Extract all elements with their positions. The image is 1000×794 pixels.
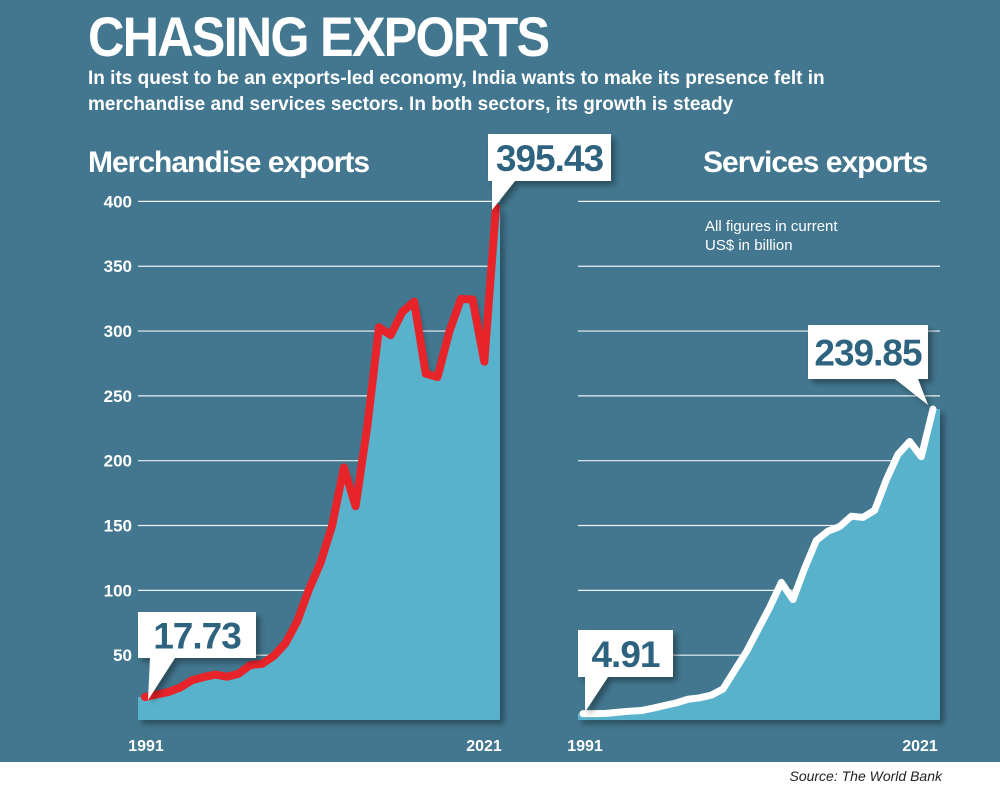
callout-box	[578, 630, 673, 677]
x-tick-label: 1991	[128, 738, 164, 755]
callout-pointer	[585, 677, 608, 712]
y-tick-label: 50	[113, 646, 132, 665]
callout-pointer	[492, 181, 515, 210]
series-line	[579, 405, 937, 718]
x-tick-label: 2021	[466, 738, 502, 755]
value-callout: 4.91	[578, 630, 673, 712]
callout-box	[488, 134, 611, 181]
callout-value: 395.43	[496, 138, 604, 179]
subtitle: In its quest to be an exports-led econom…	[88, 68, 825, 115]
source-credit: Source: The World Bank	[789, 768, 942, 784]
series-line	[141, 203, 500, 702]
value-callout: 239.85	[808, 325, 928, 405]
callout-value: 239.85	[814, 332, 922, 373]
x-tick-label: 2021	[902, 738, 938, 755]
y-tick-label: 200	[104, 452, 132, 471]
value-callout: 395.43	[488, 134, 611, 210]
units-note: All figures in current US$ in billion	[705, 218, 838, 254]
callout-value: 17.73	[153, 615, 241, 656]
y-tick-label: 350	[104, 257, 132, 276]
x-tick-label: 1991	[567, 738, 603, 755]
y-tick-label: 250	[104, 387, 132, 406]
area-fill	[138, 207, 500, 720]
callout-pointer	[895, 379, 928, 405]
footer	[0, 762, 1000, 794]
y-tick-label: 100	[104, 581, 132, 600]
callout-box	[808, 325, 928, 379]
callout-value: 4.91	[591, 634, 659, 675]
y-tick-label: 300	[104, 322, 132, 341]
merchandise-chart-title: Merchandise exports	[88, 146, 370, 179]
value-callout: 17.73	[138, 612, 256, 700]
y-tick-label: 150	[104, 517, 132, 536]
services-chart-title: Services exports	[703, 146, 928, 179]
headline: CHASING EXPORTS	[88, 5, 550, 68]
y-tick-label: 400	[104, 192, 132, 211]
callout-box	[138, 612, 256, 658]
area-fill	[578, 409, 940, 720]
callout-pointer	[148, 658, 175, 700]
